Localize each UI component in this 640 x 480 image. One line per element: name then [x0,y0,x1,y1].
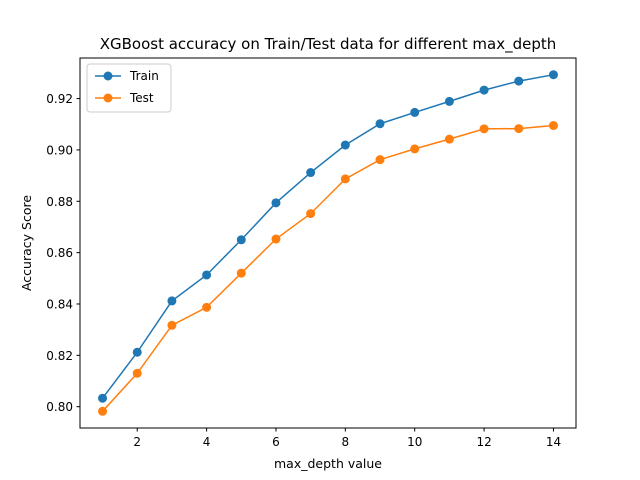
y-axis-ticks: 0.80 0.82 0.84 0.86 0.88 0.90 0.92 [46,92,80,414]
data-point-train [236,235,246,245]
data-point-test [410,144,420,154]
legend-label-train: Train [129,69,159,83]
x-tick-label: 12 [476,435,491,449]
data-point-train [548,70,558,80]
x-axis-ticks: 2 4 6 8 10 12 14 [133,428,561,449]
x-tick-label: 4 [203,435,211,449]
data-point-train [306,168,316,178]
plot-area-frame [79,57,577,429]
data-point-test [202,302,212,312]
data-point-test [340,174,350,184]
data-point-test [375,155,385,165]
data-point-train [132,347,142,357]
data-point-train [514,76,524,86]
y-tick-label: 0.82 [46,349,73,363]
y-axis-label: Accuracy Score [19,195,34,291]
series-line-train [101,73,554,399]
y-tick-label: 0.88 [46,195,73,209]
legend-marker-test [103,93,113,103]
data-point-test [479,124,489,134]
x-axis-label: max_depth value [274,456,382,471]
data-point-test [306,209,316,219]
data-point-test [132,368,142,378]
data-point-train [444,96,454,106]
y-tick-label: 0.80 [46,400,73,414]
data-point-train [202,270,212,280]
x-tick-label: 14 [546,435,561,449]
data-point-test [167,320,177,330]
y-tick-label: 0.90 [46,143,73,157]
x-tick-label: 2 [133,435,141,449]
data-point-test [444,134,454,144]
legend-label-test: Test [129,91,154,105]
data-point-train [479,85,489,95]
legend-marker-train [103,71,113,81]
y-tick-label: 0.84 [46,297,73,311]
x-tick-label: 6 [272,435,280,449]
data-point-train [271,198,281,208]
y-tick-label: 0.86 [46,246,73,260]
series-line-test [101,124,554,412]
data-point-train [340,140,350,150]
data-point-train [410,107,420,117]
data-point-test [98,406,108,416]
x-tick-label: 8 [342,435,350,449]
plot-series [98,70,558,416]
x-tick-label: 10 [407,435,422,449]
data-point-test [514,124,524,134]
data-point-train [98,393,108,403]
y-tick-label: 0.92 [46,92,73,106]
data-point-train [167,296,177,306]
data-point-train [375,119,385,129]
data-point-test [271,234,281,244]
data-point-test [548,121,558,131]
chart-title: XGBoost accuracy on Train/Test data for … [100,35,557,54]
legend: Train Test [86,63,172,113]
data-point-test [236,268,246,278]
